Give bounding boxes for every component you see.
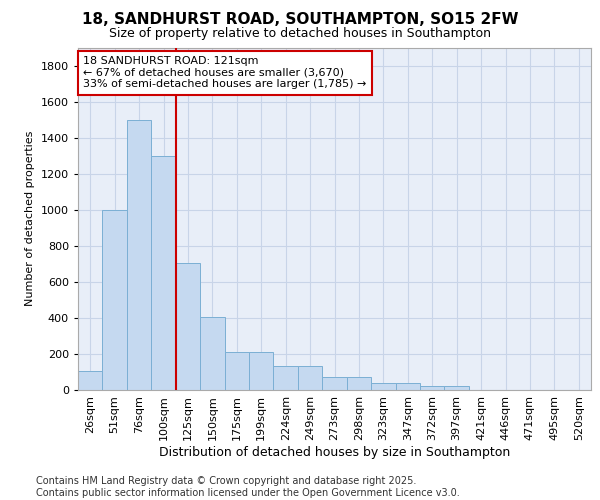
Bar — [420, 386, 445, 390]
Bar — [445, 386, 469, 390]
Bar — [78, 371, 103, 390]
Text: Contains HM Land Registry data © Crown copyright and database right 2025.
Contai: Contains HM Land Registry data © Crown c… — [36, 476, 460, 498]
Bar — [395, 383, 420, 390]
Text: Size of property relative to detached houses in Southampton: Size of property relative to detached ho… — [109, 28, 491, 40]
Bar — [274, 366, 298, 390]
Bar — [200, 317, 224, 390]
Bar — [298, 366, 322, 390]
Bar — [347, 378, 371, 390]
Bar — [249, 352, 274, 390]
Bar — [371, 383, 395, 390]
Bar — [151, 156, 176, 390]
Text: 18, SANDHURST ROAD, SOUTHAMPTON, SO15 2FW: 18, SANDHURST ROAD, SOUTHAMPTON, SO15 2F… — [82, 12, 518, 28]
Y-axis label: Number of detached properties: Number of detached properties — [25, 131, 35, 306]
Bar — [176, 263, 200, 390]
Bar — [224, 352, 249, 390]
Text: 18 SANDHURST ROAD: 121sqm
← 67% of detached houses are smaller (3,670)
33% of se: 18 SANDHURST ROAD: 121sqm ← 67% of detac… — [83, 56, 367, 90]
Bar — [103, 210, 127, 390]
Bar — [127, 120, 151, 390]
X-axis label: Distribution of detached houses by size in Southampton: Distribution of detached houses by size … — [159, 446, 510, 458]
Bar — [322, 378, 347, 390]
